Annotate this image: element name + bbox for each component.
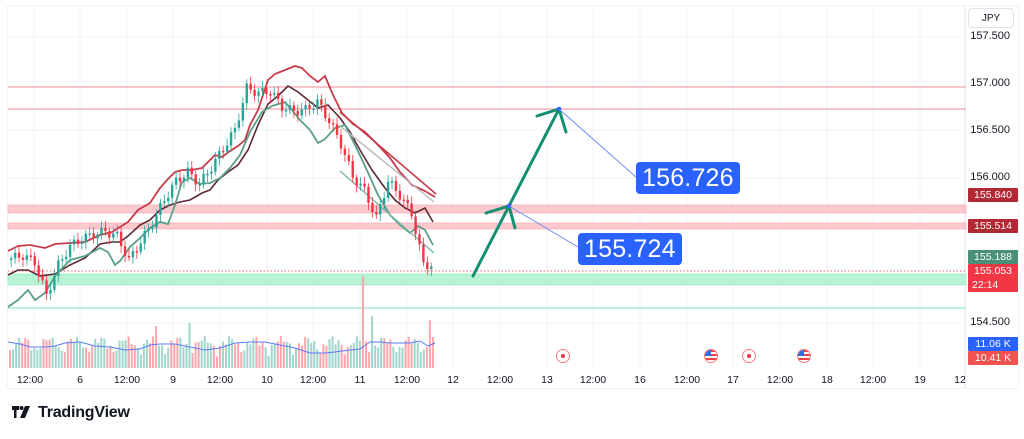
time-label: 13: [541, 374, 553, 386]
brand-name: TradingView: [38, 404, 130, 421]
economic-event-icon[interactable]: [742, 349, 756, 363]
target-callout-upper[interactable]: 156.726: [636, 162, 740, 194]
resistance-zone-2[interactable]: [7, 222, 967, 230]
channel-mid-line[interactable]: [339, 125, 435, 203]
bar-countdown: 22:14: [972, 279, 999, 291]
volume-bars: [9, 276, 434, 368]
tradingview-logo-icon: [12, 406, 30, 418]
time-label: 12:00: [766, 374, 794, 386]
time-label: 12: [954, 374, 966, 386]
price-label: 156.000: [970, 171, 1010, 183]
us-flag-event-icon[interactable]: [797, 349, 811, 363]
time-label: 9: [170, 374, 176, 386]
lower-band: [7, 100, 434, 308]
volume-ma-tag: 11.06 K: [968, 337, 1018, 351]
time-label: 10: [261, 374, 273, 386]
projection-arrow[interactable]: [471, 106, 637, 278]
time-label: 12:00: [206, 374, 234, 386]
indicator-price-tag: 155.188: [968, 250, 1018, 264]
time-label: 12:00: [299, 374, 327, 386]
time-label: 19: [914, 374, 926, 386]
volume-tag: 10.41 K: [968, 351, 1018, 365]
time-label: 6: [77, 374, 83, 386]
time-label: 12:00: [113, 374, 141, 386]
time-label: 16: [634, 374, 646, 386]
mid-band: [7, 84, 434, 277]
tradingview-logo[interactable]: TradingView: [10, 404, 130, 422]
economic-event-icon[interactable]: [556, 349, 570, 363]
grid: [8, 6, 964, 368]
price-label: 157.000: [970, 77, 1010, 89]
channel-upper-line[interactable]: [339, 111, 437, 195]
last-price-tag: 155.053 22:14: [968, 264, 1018, 292]
time-label: 12: [447, 374, 459, 386]
volume-ma-line: [7, 340, 436, 354]
callout-leader-upper: [558, 108, 637, 178]
resistance-price-tag-2: 155.514: [968, 219, 1018, 233]
time-label: 12:00: [16, 374, 44, 386]
time-label: 17: [727, 374, 739, 386]
support-zone[interactable]: [7, 273, 967, 286]
callout-leader-lower: [508, 205, 579, 248]
price-label: 157.500: [970, 30, 1010, 42]
time-label: 12:00: [673, 374, 701, 386]
time-label: 12:00: [486, 374, 514, 386]
time-label: 18: [821, 374, 833, 386]
price-label: 156.500: [970, 124, 1010, 136]
time-label: 12:00: [859, 374, 887, 386]
currency-label[interactable]: JPY: [968, 8, 1014, 28]
resistance-price-tag-1: 155.840: [968, 188, 1018, 202]
chart-frame[interactable]: [7, 5, 1019, 389]
us-flag-event-icon[interactable]: [704, 349, 718, 363]
target-callout-lower[interactable]: 155.724: [578, 233, 682, 265]
price-label: 154.500: [970, 316, 1010, 328]
time-label: 11: [354, 374, 366, 386]
time-label: 12:00: [579, 374, 607, 386]
time-label: 12:00: [393, 374, 421, 386]
last-price-value: 155.053: [974, 265, 1012, 277]
candles: [10, 76, 433, 301]
